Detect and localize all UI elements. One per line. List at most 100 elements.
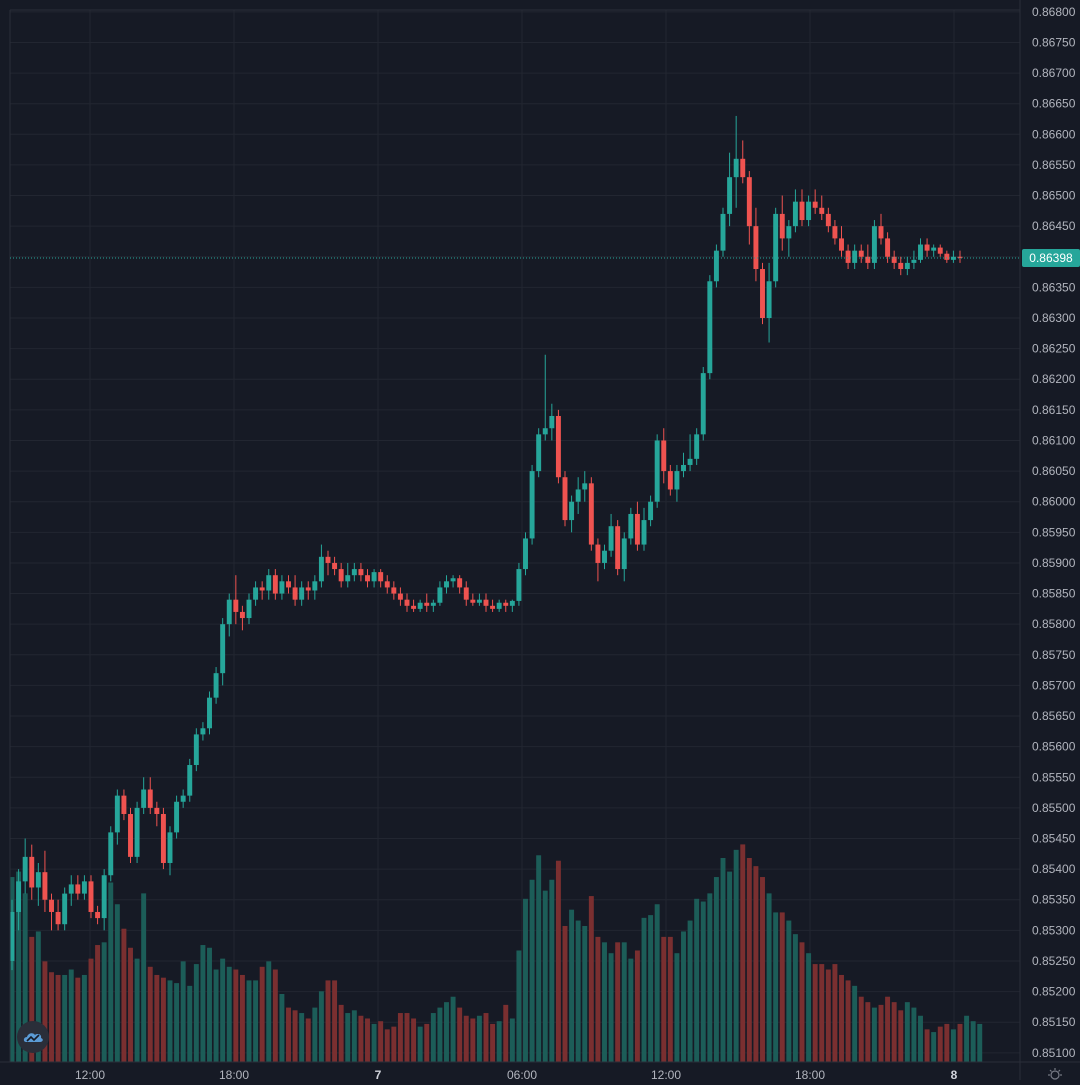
- volume-bar: [720, 858, 726, 1062]
- candle-body: [450, 578, 456, 582]
- candle-body: [424, 602, 430, 606]
- candle-body: [865, 256, 871, 263]
- y-tick-label: 0.85100: [1032, 1046, 1076, 1060]
- volume-bar: [931, 1032, 937, 1062]
- x-tick-label: 8: [951, 1068, 958, 1080]
- candle-body: [839, 238, 844, 251]
- volume-bar: [88, 958, 94, 1062]
- volume-bar: [621, 942, 627, 1062]
- volume-bar: [667, 936, 673, 1062]
- volume-bar: [476, 1015, 482, 1062]
- candle-body: [338, 569, 344, 582]
- volume-bar: [588, 896, 594, 1062]
- volume-bar: [799, 942, 805, 1062]
- volume-bar: [95, 945, 101, 1062]
- x-tick-label: 18:00: [795, 1068, 825, 1080]
- candle-body: [496, 602, 502, 609]
- volume-bar: [555, 860, 561, 1062]
- volume-bar: [733, 849, 739, 1062]
- volume-bar: [542, 890, 548, 1062]
- volume-bar: [964, 1015, 970, 1062]
- volume-bar: [292, 1010, 298, 1062]
- volume-bar: [114, 904, 120, 1062]
- volume-bar: [332, 980, 338, 1062]
- volume-bar: [444, 1002, 449, 1062]
- volume-bar: [259, 966, 265, 1062]
- candle-body: [49, 899, 54, 912]
- candle-body: [483, 599, 489, 606]
- volume-bar: [345, 1013, 351, 1062]
- candle-body: [924, 244, 930, 251]
- candle-body: [292, 587, 298, 600]
- candle-body: [128, 814, 133, 857]
- volume-bar: [615, 942, 621, 1062]
- candle-body: [509, 600, 515, 606]
- volume-bar: [727, 871, 733, 1062]
- volume-bar: [299, 1013, 305, 1062]
- candle-body: [411, 605, 417, 609]
- chart-logo-button[interactable]: [17, 1021, 49, 1053]
- candle-body: [523, 538, 528, 570]
- volume-bar: [325, 980, 331, 1062]
- volume-bar: [753, 866, 759, 1062]
- last-price-label-bg: [1022, 248, 1080, 267]
- volume-bar: [187, 985, 193, 1062]
- volume-bar: [246, 980, 252, 1062]
- candle-body: [746, 177, 752, 227]
- candle-body: [121, 795, 127, 815]
- volume-bar: [437, 1007, 443, 1062]
- volume-bar: [832, 964, 838, 1062]
- candle-body: [404, 599, 410, 606]
- candle-body: [569, 501, 575, 521]
- volume-bar: [503, 1004, 509, 1062]
- volume-bars: [9, 844, 983, 1062]
- y-tick-label: 0.85500: [1032, 801, 1076, 815]
- volume-bar: [694, 898, 700, 1062]
- volume-bar: [134, 958, 140, 1062]
- volume-bar: [397, 1013, 403, 1062]
- candle-body: [740, 158, 746, 178]
- volume-bar: [516, 950, 522, 1062]
- y-tick-label: 0.85900: [1032, 556, 1076, 570]
- settings-button[interactable]: [1046, 1066, 1064, 1080]
- candle-body: [259, 587, 265, 591]
- candle-body: [108, 832, 114, 876]
- volume-bar: [602, 942, 607, 1062]
- volume-bar: [490, 1023, 496, 1062]
- candle-body: [904, 262, 910, 270]
- volume-bar: [226, 966, 232, 1062]
- candle-body: [476, 599, 482, 603]
- candle-body: [365, 575, 370, 582]
- candle-body: [628, 513, 634, 539]
- y-tick-label: 0.86250: [1032, 342, 1076, 356]
- volume-bar: [595, 936, 601, 1062]
- candle-body: [272, 575, 278, 594]
- volume-bar: [885, 996, 891, 1062]
- candle-body: [799, 201, 805, 221]
- candle-body: [457, 578, 463, 588]
- candle-body: [371, 572, 377, 582]
- volume-bar: [819, 964, 825, 1062]
- candle-body: [891, 256, 897, 263]
- x-tick-label: 06:00: [507, 1068, 537, 1080]
- volume-bar: [233, 969, 239, 1062]
- x-tick-label: 18:00: [219, 1068, 249, 1080]
- volume-bar: [358, 1015, 364, 1062]
- y-tick-label: 0.86450: [1032, 219, 1076, 233]
- y-tick-label: 0.85600: [1032, 740, 1076, 754]
- volume-bar: [509, 1018, 515, 1062]
- candle-body: [62, 893, 68, 925]
- candle-body: [417, 602, 423, 609]
- volume-bar: [160, 977, 166, 1062]
- volume-bar: [687, 920, 693, 1062]
- x-tick-label: 12:00: [651, 1068, 681, 1080]
- volume-bar: [483, 1013, 489, 1062]
- volume-bar: [746, 858, 752, 1062]
- y-tick-label: 0.86200: [1032, 372, 1076, 386]
- volume-bar: [411, 1018, 417, 1062]
- candle-body: [266, 575, 272, 591]
- candle-body: [621, 538, 627, 570]
